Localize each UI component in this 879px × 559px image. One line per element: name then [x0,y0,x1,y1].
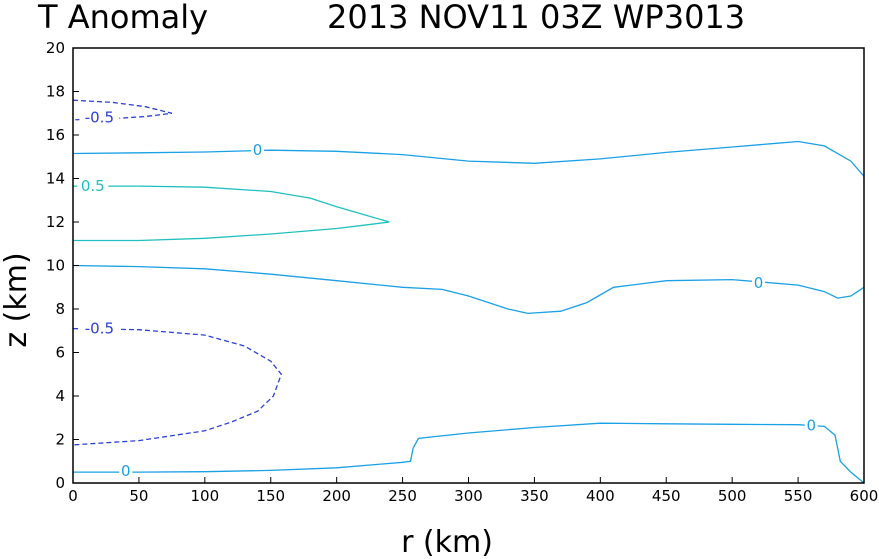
y-tick-label: 12 [46,213,65,231]
contour-line [72,327,283,446]
contour-line [72,264,865,315]
x-tick-label: 500 [718,487,747,505]
chart-title-right: 2013 NOV11 03Z WP3013 [327,0,745,36]
contour-line [73,422,865,484]
y-tick-label: 2 [55,431,65,449]
contour-labels: 0 0 0 0 0.5 -0.5 -0.5 [77,109,818,480]
contour-label-bg [79,320,120,337]
y-tick-label: 16 [46,126,65,144]
x-tick-label: 100 [191,487,220,505]
x-tick-label: 300 [454,487,483,505]
x-tick-label: 550 [784,487,813,505]
x-tick-label: 450 [652,487,681,505]
contour-label-bg [77,178,109,195]
contour-label-bg [119,463,133,480]
x-tick-label: 0 [68,487,78,505]
y-tick-label: 6 [55,344,65,362]
contour-lines [72,99,865,484]
contour-line [72,99,173,121]
contour-line [73,185,390,242]
contour-label: 0 [806,416,816,434]
y-tick-label: 10 [46,257,65,275]
contour-label: 0 [121,462,131,480]
contour-label-bg [251,142,265,159]
y-tick-label: 14 [46,170,65,188]
x-tick-label: 400 [586,487,615,505]
y-tick-label: 0 [55,474,65,492]
chart-title-left: T Anomaly [37,0,208,36]
contour-label: -0.5 [85,109,114,127]
y-tick-label: 18 [46,83,65,101]
x-tick-label: 200 [322,487,351,505]
contour-label-bg [752,274,766,291]
contour-line [72,140,865,177]
x-tick-label: 600 [850,487,879,505]
contour-label: 0 [253,141,263,159]
x-tick-label: 250 [388,487,417,505]
y-tick-label: 4 [55,387,65,405]
x-tick-label: 350 [520,487,549,505]
y-tick-label: 8 [55,300,65,318]
y-axis-ticks: 0 2 4 6 8 10 12 14 16 18 20 [46,39,79,492]
plot-frame [72,47,865,484]
x-tick-label: 150 [256,487,285,505]
x-tick-label: 50 [129,487,148,505]
x-axis-ticks: 0 50 100 150 200 250 300 350 400 450 500 550 600 [68,477,878,505]
y-tick-label: 20 [46,39,65,57]
contour-label: 0 [754,274,764,292]
x-axis-label: r (km) [401,525,493,559]
contour-label-bg [804,417,818,434]
contour-label: -0.5 [85,320,114,338]
contour-label-bg [79,109,120,126]
y-axis-label: z (km) [0,252,34,347]
contour-label: 0.5 [81,177,105,195]
